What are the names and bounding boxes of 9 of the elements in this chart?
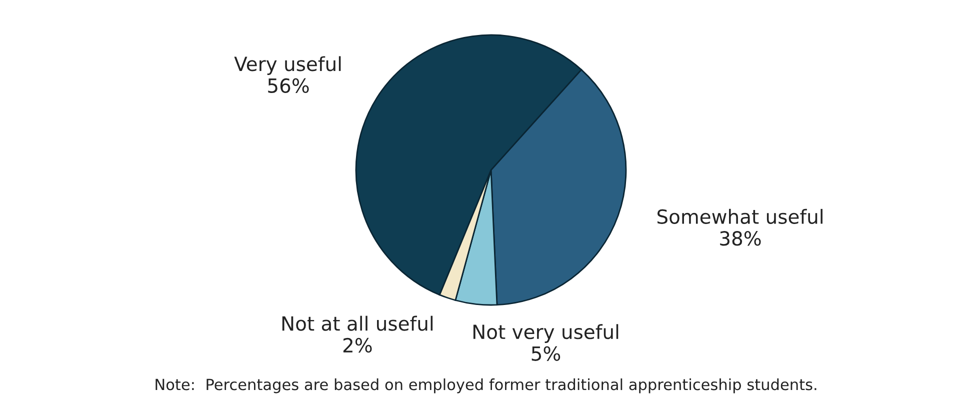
data-label: 56%	[268, 78, 309, 94]
slice-label: Somewhat useful	[657, 208, 822, 224]
data-label: 38%	[720, 231, 761, 246]
data-label: 5%	[532, 346, 560, 361]
slice-label: Very useful	[234, 56, 341, 76]
slice-label: Not very useful	[473, 324, 618, 343]
text: Note: Percentages are based on employed former traditional apprenticeship students.	[156, 378, 816, 394]
slice-label: Not at all useful	[282, 316, 433, 331]
data-label: 2%	[343, 338, 372, 353]
